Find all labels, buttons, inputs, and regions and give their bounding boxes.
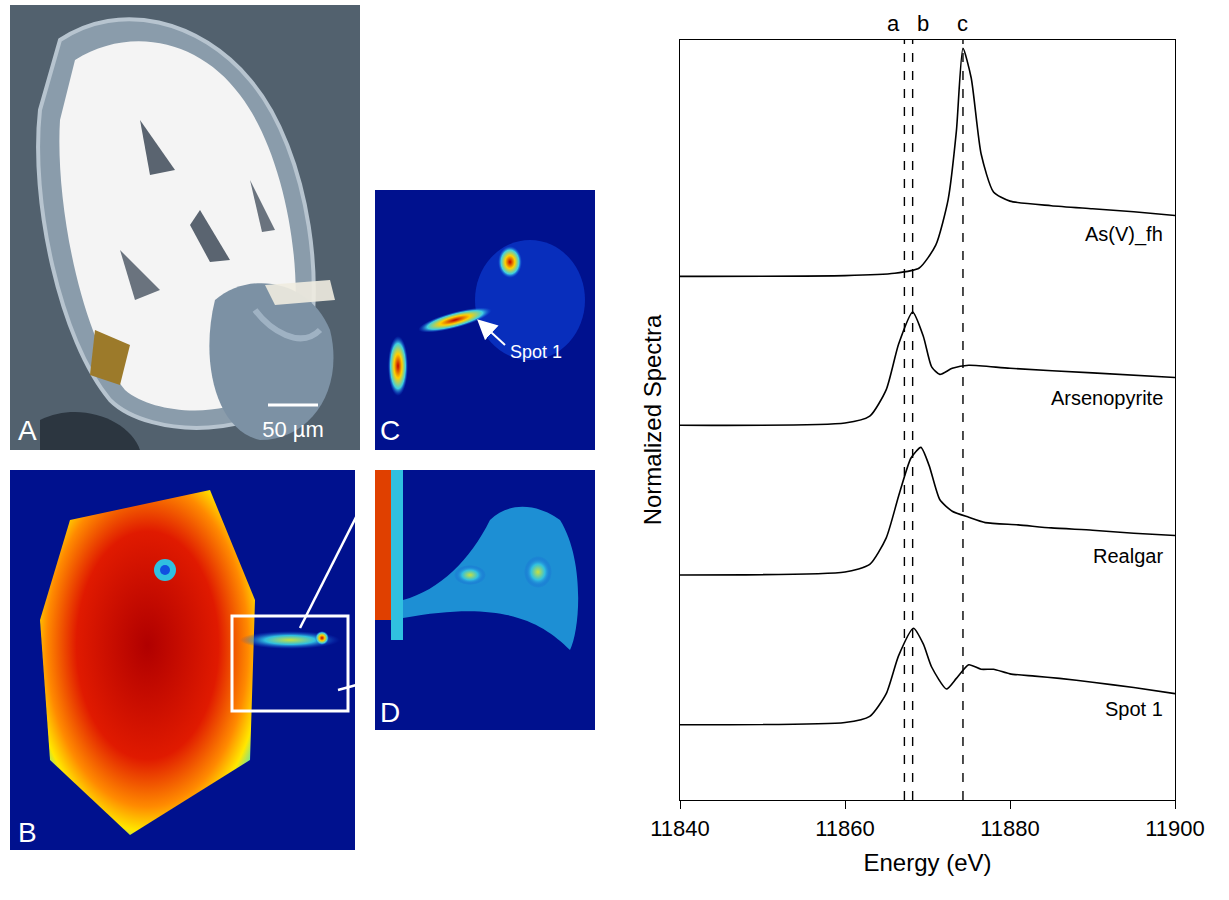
svg-text:c: c [957,11,968,36]
svg-text:Normalized Spectra: Normalized Spectra [639,314,666,525]
svg-text:11860: 11860 [815,816,875,841]
svg-text:11840: 11840 [650,816,710,841]
svg-text:B: B [18,817,37,848]
svg-text:Spot 1: Spot 1 [510,342,562,362]
svg-text:Realgar: Realgar [1093,545,1163,567]
svg-text:Spot 1: Spot 1 [1105,698,1163,720]
svg-text:Energy (eV): Energy (eV) [863,849,991,876]
svg-text:a: a [887,11,900,36]
svg-text:11880: 11880 [980,816,1040,841]
svg-text:11900: 11900 [1145,816,1205,841]
svg-text:C: C [380,415,400,446]
svg-text:A: A [18,415,37,446]
svg-text:b: b [917,11,929,36]
svg-text:Arsenopyrite: Arsenopyrite [1051,387,1163,409]
svg-text:50 µm: 50 µm [262,417,324,442]
svg-text:As(V)_fh: As(V)_fh [1085,223,1163,246]
svg-text:D: D [380,697,400,728]
